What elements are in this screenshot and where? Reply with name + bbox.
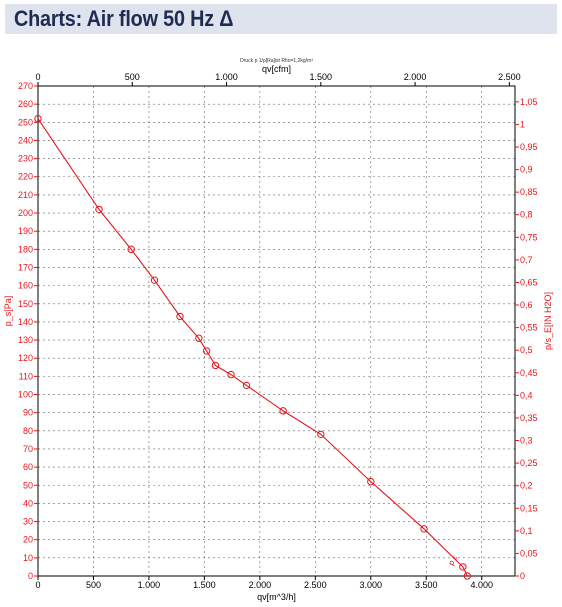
x-top-tick-label: 2.000 — [404, 72, 427, 82]
series-line — [37, 118, 468, 577]
y-right-tick-label: 0,9 — [520, 165, 533, 175]
y-left-tick-label: 130 — [18, 335, 33, 345]
page-title: Charts: Air flow 50 Hz Δ — [14, 6, 234, 31]
header-bar: Charts: Air flow 50 Hz Δ — [5, 4, 557, 34]
y-right-tick-label: 0,1 — [520, 526, 533, 536]
x-bottom-tick-label: 4.000 — [470, 580, 493, 590]
y-right-tick-label: 0,8 — [520, 210, 533, 220]
y-right-tick-label: 0,05 — [520, 548, 538, 558]
chart-caption: Druck p 1/ρ[Ra]ist Rho=1,2kg/m³ — [240, 58, 313, 64]
x-bottom-tick-label: 1.000 — [138, 580, 161, 590]
data-point-marker — [367, 477, 375, 486]
data-point-marker — [34, 114, 42, 123]
y-left-tick-label: 140 — [18, 317, 33, 327]
y-right-tick-label: 1 — [520, 119, 525, 129]
y-left-tick-label: 240 — [18, 135, 33, 145]
y-left-tick-label: 230 — [18, 154, 33, 164]
data-point-marker — [127, 245, 135, 254]
x-bottom-tick-label: 2.500 — [304, 580, 327, 590]
data-point-marker — [459, 563, 467, 571]
x-top-tick-label: 2.500 — [498, 72, 521, 82]
y-left-tick-label: 260 — [18, 99, 33, 109]
y-left-tick-label: 160 — [18, 281, 33, 291]
y-left-tick-label: 40 — [23, 498, 33, 508]
data-point-marker — [150, 276, 159, 284]
data-point-marker — [176, 312, 184, 321]
y-right-tick-label: 0,15 — [520, 503, 538, 513]
y-left-tick-label: 60 — [23, 462, 33, 472]
data-point-marker — [227, 370, 235, 379]
y-left-tick-label: 110 — [19, 371, 33, 381]
y-right-tick-label: 0,2 — [520, 481, 533, 491]
y-left-tick-label: 210 — [18, 190, 33, 200]
chart-series — [34, 114, 471, 580]
y-right-tick-label: 0,4 — [520, 390, 533, 400]
y-right-axis-label: p/s_E[IN H2O] — [543, 292, 553, 350]
x-bottom-tick-label: 0 — [35, 580, 40, 590]
x-bottom-tick-label: 2.000 — [249, 580, 272, 590]
y-right-tick-label: 0,7 — [520, 255, 533, 265]
y-right-tick-label: 0,45 — [520, 368, 538, 378]
data-point-marker — [95, 205, 103, 214]
y-right-tick-label: 0,55 — [520, 323, 538, 333]
y-right-tick-label: 0,5 — [520, 345, 533, 355]
x-bottom-tick-label: 3.500 — [415, 580, 438, 590]
y-left-tick-label: 10 — [23, 553, 33, 563]
x-top-axis-label: qv[cfm] — [262, 64, 291, 74]
curve-annotation: p ε — [446, 553, 459, 567]
data-point-marker — [420, 525, 428, 533]
y-left-tick-label: 20 — [23, 535, 33, 545]
y-left-tick-label: 270 — [18, 81, 33, 91]
y-left-tick-label: 220 — [18, 172, 33, 182]
x-top-tick-label: 1.000 — [215, 72, 238, 82]
y-left-tick-label: 0 — [28, 571, 33, 581]
data-point-marker — [317, 430, 325, 439]
y-right-tick-label: 0,25 — [520, 458, 538, 468]
x-bottom-tick-label: 1.500 — [193, 580, 216, 590]
x-top-tick-label: 0 — [35, 72, 40, 82]
y-right-tick-label: 0,95 — [520, 142, 538, 152]
x-top-tick-label: 1.500 — [310, 72, 333, 82]
plot-frame — [37, 85, 516, 577]
y-right-tick-label: 0,3 — [520, 436, 533, 446]
y-left-tick-label: 80 — [23, 426, 33, 436]
air-flow-chart: 0102030405060708090100110120130140150160… — [3, 58, 553, 602]
y-left-tick-label: 50 — [23, 480, 33, 490]
chart-grid — [38, 85, 515, 576]
y-left-tick-label: 170 — [18, 262, 33, 272]
data-point-marker — [211, 361, 220, 370]
y-right-tick-label: 0 — [520, 571, 525, 581]
x-bottom-tick-label: 3.000 — [360, 580, 383, 590]
data-point-marker — [279, 407, 287, 415]
y-left-tick-label: 70 — [23, 444, 33, 454]
y-left-tick-label: 150 — [18, 299, 33, 309]
y-right-tick-label: 0,6 — [520, 300, 533, 310]
y-left-tick-label: 120 — [18, 353, 33, 363]
y-right-tick-label: 0,75 — [520, 232, 538, 242]
x-bottom-axis-label: qv[m^3/h] — [257, 592, 296, 602]
y-left-tick-label: 90 — [23, 408, 33, 418]
data-point-marker — [195, 334, 203, 342]
y-left-tick-label: 200 — [18, 208, 33, 218]
y-right-tick-label: 0,65 — [520, 277, 538, 287]
y-right-tick-label: 0,35 — [520, 413, 538, 423]
x-top-tick-label: 500 — [125, 72, 140, 82]
y-right-tick-label: 0,85 — [520, 187, 538, 197]
data-point-marker — [202, 347, 211, 355]
y-left-tick-label: 30 — [23, 517, 33, 527]
y-left-tick-label: 250 — [18, 117, 33, 127]
chart-axes: 0102030405060708090100110120130140150160… — [18, 72, 538, 590]
data-point-marker — [463, 572, 471, 580]
y-left-axis-label: p_s[Pa] — [3, 296, 13, 327]
y-right-tick-label: 1,05 — [520, 97, 538, 107]
y-left-tick-label: 180 — [18, 244, 33, 254]
y-left-tick-label: 190 — [18, 226, 33, 236]
y-left-tick-label: 100 — [18, 390, 33, 400]
x-bottom-tick-label: 500 — [86, 580, 101, 590]
data-point-marker — [242, 381, 251, 390]
